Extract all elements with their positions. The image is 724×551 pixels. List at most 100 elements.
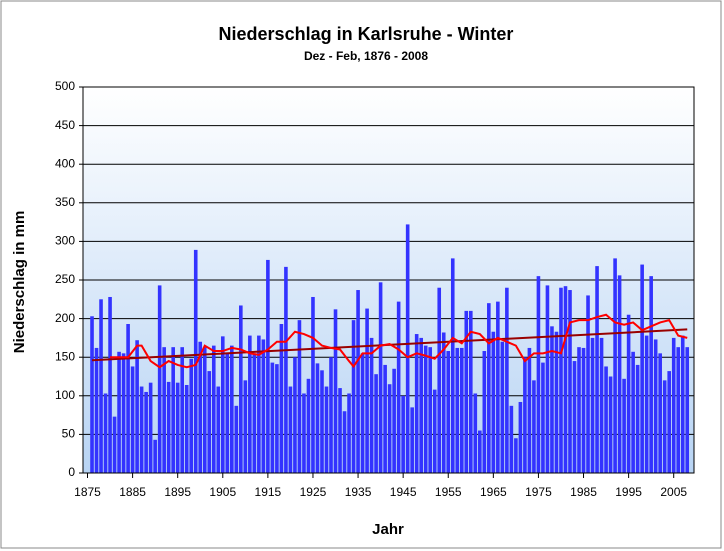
bar: [302, 393, 306, 473]
bar: [378, 282, 383, 473]
bar: [234, 405, 239, 473]
bar: [121, 353, 126, 473]
x-tick-label: 1915: [255, 485, 282, 499]
bar: [220, 336, 225, 473]
bar: [189, 358, 194, 473]
bar: [320, 370, 324, 473]
bar: [239, 305, 243, 473]
bar: [410, 407, 414, 473]
bar: [180, 347, 185, 473]
bar: [613, 258, 617, 473]
bar: [441, 332, 446, 473]
bar: [455, 347, 460, 473]
bar: [536, 276, 541, 473]
x-tick-label: 1875: [74, 485, 101, 499]
bar: [572, 361, 577, 473]
bar: [135, 340, 139, 473]
bar: [482, 351, 487, 473]
x-tick-label: 1935: [345, 485, 372, 499]
bar: [108, 296, 112, 473]
bar: [671, 337, 676, 473]
y-tick-label: 350: [55, 195, 75, 209]
bar: [257, 335, 261, 473]
bar: [541, 362, 545, 473]
bar: [595, 266, 599, 473]
bar: [563, 286, 568, 473]
y-tick-label: 200: [55, 311, 75, 325]
bar: [401, 395, 405, 473]
bar: [338, 388, 342, 473]
bar: [351, 320, 356, 473]
bar: [148, 382, 153, 473]
bar: [288, 386, 293, 473]
bar: [635, 364, 640, 473]
bar: [626, 314, 631, 473]
bar: [464, 310, 469, 473]
bar: [468, 310, 473, 473]
bar: [599, 337, 604, 473]
bar: [581, 347, 586, 473]
bar: [293, 357, 297, 473]
bar: [577, 347, 581, 473]
bar: [347, 393, 351, 473]
bar: [550, 326, 554, 473]
bar: [369, 337, 374, 473]
bar: [680, 335, 685, 473]
bar: [644, 335, 649, 473]
bar: [225, 353, 230, 473]
bar: [396, 301, 401, 473]
x-tick-label: 2005: [660, 485, 687, 499]
bar: [275, 364, 279, 473]
bar: [166, 381, 171, 473]
moving-average-line: [110, 313, 688, 369]
bar: [658, 353, 662, 473]
bar: [405, 224, 410, 473]
bar: [428, 347, 433, 473]
bar: [193, 249, 198, 473]
bar: [559, 287, 563, 473]
bar: [437, 287, 442, 473]
bar: [653, 339, 658, 473]
bar: [554, 331, 559, 473]
bar: [252, 353, 257, 473]
bar: [374, 374, 378, 473]
bar: [117, 351, 121, 473]
bar: [676, 347, 681, 473]
bar: [446, 351, 451, 473]
bar: [496, 301, 500, 473]
bar: [505, 287, 509, 473]
bar: [211, 345, 216, 473]
bar: [130, 366, 135, 473]
bar: [153, 439, 157, 473]
x-tick-label: 1895: [164, 485, 191, 499]
bar: [667, 371, 671, 473]
bar: [509, 405, 514, 473]
bar: [139, 386, 144, 473]
bar: [333, 309, 338, 473]
bar: [202, 347, 207, 473]
x-axis-label: Jahr: [372, 521, 404, 538]
bar: [230, 345, 234, 473]
bar: [523, 357, 527, 473]
bar: [527, 347, 532, 473]
bar: [270, 362, 275, 473]
x-tick-label: 1975: [525, 485, 552, 499]
bar: [473, 393, 478, 473]
bar: [266, 259, 270, 473]
bar: [478, 430, 482, 473]
bar: [306, 378, 311, 473]
bar: [459, 347, 464, 473]
bar: [243, 380, 248, 473]
bar: [329, 357, 333, 473]
bar: [184, 384, 189, 473]
bar: [171, 347, 175, 473]
chart-subtitle: Dez - Feb, 1876 - 2008: [304, 49, 428, 63]
bar: [608, 376, 613, 473]
y-tick-label: 100: [55, 388, 75, 402]
bar: [622, 378, 626, 473]
bar: [112, 416, 117, 473]
bar: [568, 290, 572, 473]
bar: [157, 285, 162, 473]
bar: [532, 380, 536, 473]
bar: [261, 339, 266, 473]
